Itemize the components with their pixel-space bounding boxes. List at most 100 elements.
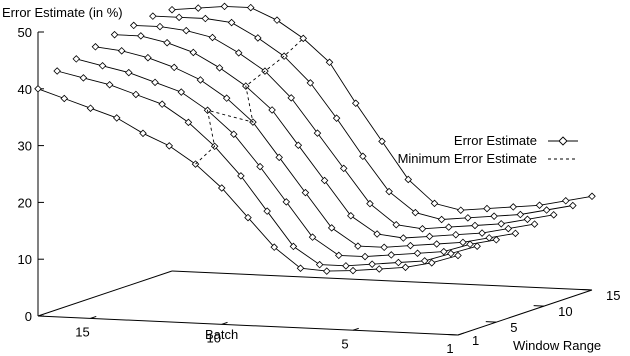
data-point-diamond [217, 184, 226, 192]
data-point-diamond [335, 251, 343, 260]
data-point-diamond [349, 266, 357, 275]
data-point-diamond [485, 234, 493, 242]
data-point-diamond [254, 34, 262, 42]
data-point-diamond [373, 230, 381, 238]
data-point-diamond [535, 201, 544, 210]
data-point-diamond [194, 4, 203, 12]
data-point-diamond [332, 114, 341, 122]
series-line [56, 70, 478, 267]
x-tick [352, 327, 359, 331]
data-point-diamond [427, 259, 436, 267]
x-tick [90, 315, 97, 319]
data-point-diamond [196, 76, 205, 84]
data-point-diamond [184, 118, 193, 127]
y-tick-label: 1 [472, 333, 479, 348]
x-tick-label: 15 [75, 324, 89, 339]
data-point-diamond [117, 47, 126, 55]
data-point-diamond [447, 249, 455, 258]
x-tick [221, 321, 228, 325]
data-point-diamond [170, 63, 178, 72]
data-point-diamond [327, 224, 336, 232]
data-point-diamond [275, 153, 283, 162]
data-point-diamond [34, 85, 42, 93]
legend: Error Estimate Minimum Error Estimate [398, 133, 578, 166]
data-point-diamond [177, 88, 186, 96]
data-point-diamond [452, 230, 460, 239]
data-point-diamond [432, 240, 441, 248]
x-tick-label: 5 [341, 336, 348, 351]
data-point-diamond [149, 12, 157, 20]
data-point-diamond [361, 252, 369, 261]
data-point-diamond [137, 32, 145, 40]
data-point-diamond [315, 260, 324, 269]
data-point-diamond [459, 238, 467, 247]
data-point-diamond [401, 263, 410, 272]
z-tick-label: 20 [18, 195, 32, 210]
data-point-diamond [112, 114, 121, 122]
data-point-diamond [483, 204, 491, 213]
data-point-diamond [351, 99, 360, 107]
data-point-diamond [464, 214, 472, 222]
data-point-diamond [201, 14, 210, 23]
data-point-diamond [413, 249, 422, 258]
data-point-diamond [375, 265, 384, 273]
data-point-diamond [144, 53, 152, 62]
data-point-diamond [139, 129, 147, 138]
data-point-diamond [478, 229, 486, 237]
data-point-diamond [105, 80, 114, 89]
data-point-diamond [339, 164, 348, 173]
data-point-diamond [471, 221, 479, 230]
data-point-diamond [289, 242, 298, 251]
data-point-diamond [516, 210, 525, 219]
data-point-diamond [380, 243, 388, 252]
data-point-diamond [406, 241, 415, 250]
z-tick-label: 30 [18, 139, 32, 154]
data-point-diamond [296, 264, 305, 273]
data-point-diamond [220, 2, 229, 11]
data-point-diamond [208, 33, 217, 42]
data-point-diamond [222, 94, 231, 102]
data-point-diamond [125, 68, 133, 77]
z-tick-label: 10 [18, 252, 32, 267]
series-line [133, 24, 554, 230]
data-point-diamond [347, 212, 355, 220]
data-point-diamond [156, 22, 164, 31]
data-point-diamond [418, 224, 427, 233]
data-point-diamond [342, 262, 350, 270]
data-point-diamond [158, 100, 166, 108]
data-point-diamond [98, 62, 107, 70]
data-point-diamond [399, 234, 408, 242]
data-point-diamond [354, 242, 362, 250]
data-point-diamond [168, 5, 176, 14]
z-tick-label: 0 [25, 309, 32, 324]
x-tick-label: 10 [207, 330, 221, 345]
data-point-diamond [325, 58, 334, 67]
data-point-diamond [511, 229, 520, 238]
legend-label-minimum-error-estimate: Minimum Error Estimate [398, 151, 537, 166]
series-line [95, 46, 516, 248]
data-point-diamond [268, 106, 276, 114]
series-line [171, 5, 593, 211]
data-point-diamond [437, 215, 446, 224]
data-point-diamond [411, 208, 420, 217]
y-axis-line [457, 289, 593, 336]
data-point-diamond [189, 48, 198, 57]
data-point-diamond [227, 18, 236, 27]
z-tick-label: 50 [18, 25, 32, 40]
data-point-diamond [308, 233, 317, 241]
data-point-diamond [561, 197, 570, 205]
data-point-diamond [237, 172, 245, 180]
data-point-diamond [270, 243, 279, 251]
data-point-diamond [287, 94, 295, 102]
data-point-diamond [280, 52, 288, 60]
data-point-diamond [182, 26, 190, 35]
data-point-diamond [282, 198, 291, 206]
back-floor-line [171, 270, 593, 291]
data-point-diamond [151, 78, 159, 87]
data-point-diamond [299, 34, 308, 43]
data-point-diamond [549, 211, 558, 219]
legend-label-error-estimate: Error Estimate [454, 133, 537, 148]
data-point-diamond [444, 223, 453, 231]
data-point-diamond [129, 21, 138, 30]
